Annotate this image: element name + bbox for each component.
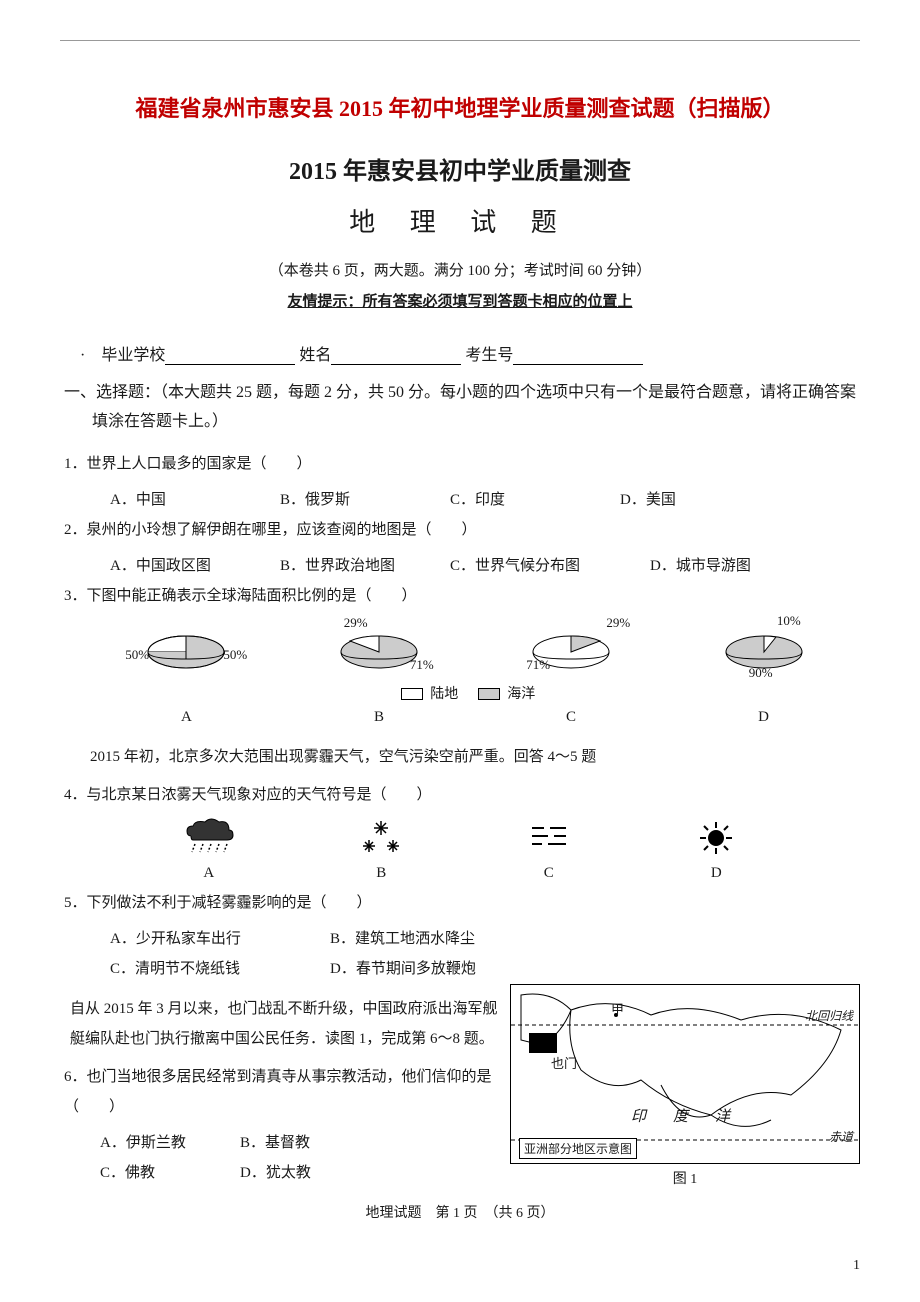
pie-b-left: 29% <box>344 615 368 631</box>
q5-a: A．少开私家车出行 <box>110 924 330 954</box>
q3-pie-b: 29% 71% <box>324 619 434 679</box>
pie-b-right: 71% <box>410 657 434 673</box>
q3-label-a: A <box>181 709 192 726</box>
q5-text: 5．下列做法不利于减轻雾霾影响的是（ ） <box>60 888 860 918</box>
subject-title: 地 理 试 题 <box>60 202 860 239</box>
legend-land-box <box>401 688 423 700</box>
school-blank[interactable] <box>165 347 295 365</box>
q4-label-c: C <box>524 865 574 882</box>
legend-land: 陆地 <box>430 687 458 702</box>
q6-text: 6．也门当地很多居民经常到清真寺从事宗教活动，他们信仰的是（ ） <box>60 1062 498 1122</box>
q5-options: A．少开私家车出行 B．建筑工地洒水降尘 C．清明节不烧纸钱 D．春节期间多放鞭… <box>60 924 860 984</box>
map-yemen: 也门 <box>551 1053 577 1072</box>
context-6-8: 自从 2015 年 3 月以来，也门战乱不断升级，中国政府派出海军舰艇编队赴也门… <box>70 994 498 1054</box>
pie-c-left: 71% <box>526 657 550 673</box>
id-label: 考生号 <box>465 347 513 364</box>
map-wrapper: 甲 也门 印 度 洋 北回归线 赤道 亚洲部分地区示意图 图 1 <box>510 984 860 1188</box>
q4-text: 4．与北京某日浓雾天气现象对应的天气符号是（ ） <box>60 780 860 810</box>
weather-fog-icon: C <box>524 818 574 882</box>
q3-pie-a: 50% 50% <box>131 619 241 679</box>
q1-d: D．美国 <box>620 485 790 515</box>
q5-c: C．清明节不烧纸钱 <box>110 954 330 984</box>
map-caption: 图 1 <box>510 1168 860 1188</box>
q4-label-d: D <box>691 865 741 882</box>
map-equator: 赤道 <box>829 1128 853 1145</box>
exam-info: （本卷共 6 页，两大题。满分 100 分；考试时间 60 分钟） <box>60 259 860 280</box>
q1-c: C．印度 <box>450 485 620 515</box>
pie-a-left: 50% <box>125 647 149 663</box>
name-blank[interactable] <box>331 347 461 365</box>
q6-b: B．基督教 <box>240 1128 380 1158</box>
q5-d: D．春节期间多放鞭炮 <box>330 954 550 984</box>
pie-d-right: 90% <box>749 665 773 681</box>
student-info-row: · 毕业学校 姓名 考生号 <box>80 341 860 365</box>
q4-weather-row: A B C <box>120 818 800 882</box>
q2-b: B．世界政治地图 <box>280 551 450 581</box>
q6-options2: C．佛教 D．犹太教 <box>60 1158 498 1188</box>
q1-b: B．俄罗斯 <box>280 485 450 515</box>
weather-snow-icon: B <box>356 818 406 882</box>
q6-d: D．犹太教 <box>240 1158 380 1188</box>
q3-pie-c: 29% 71% <box>516 619 626 679</box>
context-4-5: 2015 年初，北京多次大范围出现雾霾天气，空气污染空前严重。回答 4～5 题 <box>90 742 860 772</box>
map-inside-caption: 亚洲部分地区示意图 <box>519 1138 637 1159</box>
legend-ocean-box <box>478 688 500 700</box>
q3-label-c: C <box>566 709 576 726</box>
name-label: 姓名 <box>299 347 331 364</box>
q1-options: A．中国 B．俄罗斯 C．印度 D．美国 <box>60 485 860 515</box>
q4-label-b: B <box>356 865 406 882</box>
q3-label-b: B <box>374 709 384 726</box>
q1-a: A．中国 <box>110 485 280 515</box>
exam-hint: 友情提示：所有答案必须填写到答题卡相应的位置上 <box>60 290 860 311</box>
map-figure: 甲 也门 印 度 洋 北回归线 赤道 亚洲部分地区示意图 <box>510 984 860 1164</box>
q6-c: C．佛教 <box>100 1158 240 1188</box>
pie-a-right: 50% <box>223 647 247 663</box>
q3-label-d: D <box>758 709 769 726</box>
legend-ocean: 海洋 <box>507 687 535 702</box>
q3-text: 3．下图中能正确表示全球海陆面积比例的是（ ） <box>60 581 860 611</box>
q2-a: A．中国政区图 <box>110 551 280 581</box>
doc-red-title: 福建省泉州市惠安县 2015 年初中地理学业质量测查试题（扫描版） <box>60 91 860 123</box>
map-ocean: 印 度 洋 <box>631 1105 736 1126</box>
page-footer: 地理试题 第 1 页 （共 6 页） <box>60 1202 860 1222</box>
weather-rain-icon: A <box>179 818 239 882</box>
q6-a: A．伊斯兰教 <box>100 1128 240 1158</box>
q4-label-a: A <box>179 865 239 882</box>
school-label: 毕业学校 <box>101 347 165 364</box>
q3-pie-d: 10% 90% <box>709 619 819 679</box>
top-rule <box>60 40 860 41</box>
map-tropic: 北回归线 <box>805 1007 853 1024</box>
main-title: 2015 年惠安县初中学业质量测查 <box>60 151 860 186</box>
q3-labels: A B C D <box>90 709 860 726</box>
q2-d: D．城市导游图 <box>650 551 820 581</box>
section1-intro: 一、选择题：（本大题共 25 题，每题 2 分，共 50 分。每小题的四个选项中… <box>88 379 860 437</box>
weather-sun-icon: D <box>691 818 741 882</box>
q2-c: C．世界气候分布图 <box>450 551 650 581</box>
pie-d-left: 10% <box>777 613 801 629</box>
q6-options: A．伊斯兰教 B．基督教 <box>60 1128 498 1158</box>
pie-c-right: 29% <box>606 615 630 631</box>
q6-8-block: 自从 2015 年 3 月以来，也门战乱不断升级，中国政府派出海军舰艇编队赴也门… <box>60 984 860 1188</box>
id-blank[interactable] <box>513 347 643 365</box>
q5-b: B．建筑工地洒水降尘 <box>330 924 550 954</box>
q3-legend: 陆地 海洋 <box>60 683 860 703</box>
q1-text: 1．世界上人口最多的国家是（ ） <box>60 449 860 479</box>
q2-text: 2．泉州的小玲想了解伊朗在哪里，应该查阅的地图是（ ） <box>60 515 860 545</box>
q3-pie-row: 50% 50% 29% 71% 29% 71% 10% 90% <box>90 619 860 679</box>
map-jia: 甲 <box>611 999 624 1018</box>
q2-options: A．中国政区图 B．世界政治地图 C．世界气候分布图 D．城市导游图 <box>60 551 860 581</box>
page-number: 1 <box>853 1258 860 1274</box>
